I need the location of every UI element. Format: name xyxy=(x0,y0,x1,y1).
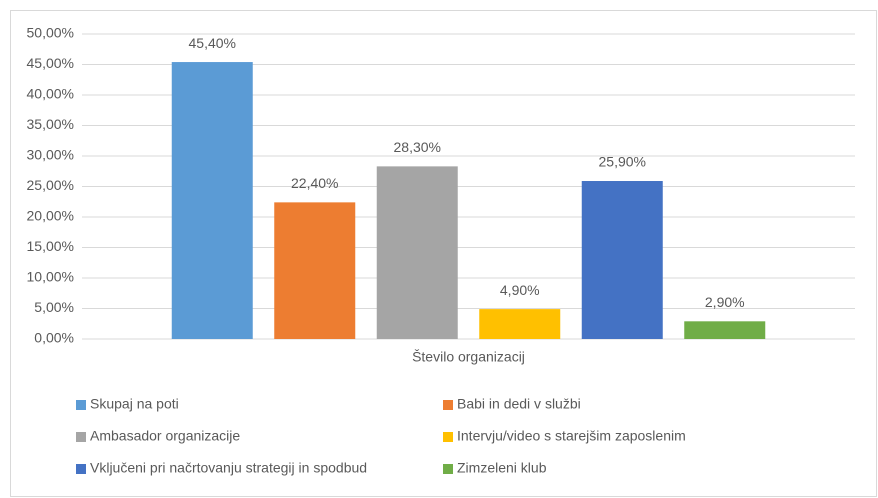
y-tick-label: 45,00% xyxy=(27,55,74,71)
bar xyxy=(581,181,663,339)
legend-swatch xyxy=(443,432,453,442)
legend-label: Vključeni pri načrtovanju strategij in s… xyxy=(90,460,367,476)
legend-swatch xyxy=(76,400,86,410)
legend-label: Babi in dedi v službi xyxy=(457,396,581,412)
x-tick-label: Število organizacij xyxy=(412,349,525,365)
y-tick-label: 0,00% xyxy=(34,330,74,346)
y-tick-label: 35,00% xyxy=(27,116,74,132)
y-tick-label: 10,00% xyxy=(27,269,74,285)
data-label: 2,90% xyxy=(705,294,745,310)
y-tick-label: 50,00% xyxy=(27,25,74,41)
y-tick-label: 40,00% xyxy=(27,86,74,102)
bar xyxy=(479,309,561,339)
bar xyxy=(274,202,356,339)
legend-swatch xyxy=(76,432,86,442)
data-label: 25,90% xyxy=(599,154,646,170)
data-label: 28,30% xyxy=(394,139,441,155)
legend-label: Ambasador organizacije xyxy=(90,428,240,444)
data-label: 45,40% xyxy=(189,35,236,51)
bar xyxy=(376,166,458,339)
bar xyxy=(171,62,253,340)
y-tick-label: 30,00% xyxy=(27,147,74,163)
data-label: 22,40% xyxy=(291,175,338,191)
legend-swatch xyxy=(443,400,453,410)
data-label: 4,90% xyxy=(500,282,540,298)
y-tick-label: 15,00% xyxy=(27,238,74,254)
y-tick-label: 5,00% xyxy=(34,299,74,315)
bar xyxy=(684,321,766,339)
y-tick-label: 20,00% xyxy=(27,208,74,224)
y-tick-label: 25,00% xyxy=(27,177,74,193)
legend-label: Skupaj na poti xyxy=(90,396,179,412)
legend-swatch xyxy=(443,464,453,474)
legend-label: Zimzeleni klub xyxy=(457,460,547,476)
legend-swatch xyxy=(76,464,86,474)
legend-label: Intervju/video s starejšim zaposlenim xyxy=(457,428,686,444)
